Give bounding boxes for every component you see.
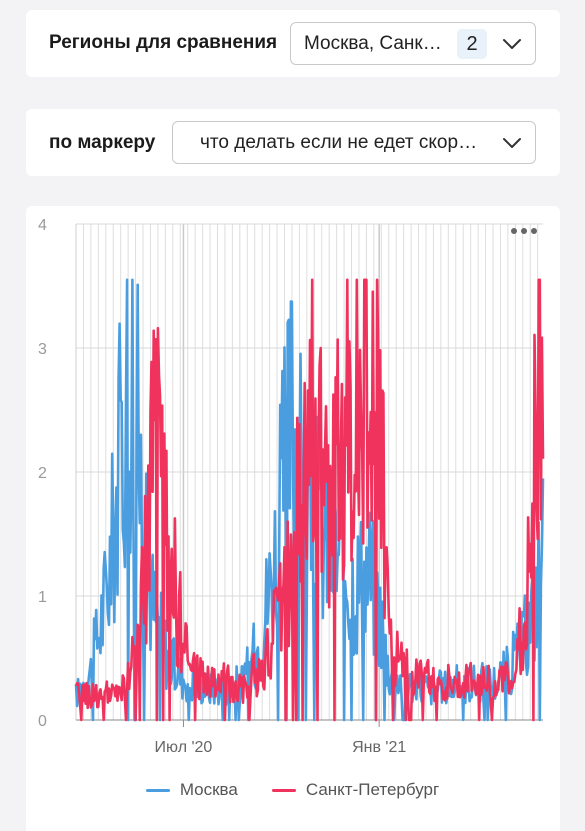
marker-label: по маркеру [49, 132, 156, 153]
legend-swatch-moscow [145, 788, 170, 792]
legend-item-spb[interactable]: Санкт-Петербург [271, 780, 440, 800]
legend-swatch-spb [271, 788, 296, 792]
marker-card: по маркеру что делать если не едет скор… [26, 109, 560, 176]
legend-label-moscow: Москва [179, 780, 238, 799]
legend-label-spb: Санкт-Петербург [305, 780, 440, 799]
more-dots-icon[interactable] [510, 226, 538, 236]
marker-select[interactable]: что делать если не едет скор… [172, 121, 536, 164]
chevron-down-icon [503, 138, 521, 148]
regions-count-badge: 2 [457, 29, 487, 59]
legend-item-moscow[interactable]: Москва [145, 780, 238, 800]
regions-select[interactable]: Москва, Санк… 2 [290, 22, 536, 65]
regions-card: Регионы для сравнения Москва, Санк… 2 [26, 10, 560, 77]
chart-legend: Москва Санкт-Петербург [0, 780, 585, 800]
regions-selected-value: Москва, Санк… [304, 33, 442, 54]
marker-selected-value: что делать если не едет скор… [200, 132, 478, 153]
chevron-down-icon [503, 39, 521, 49]
chart-card [26, 206, 560, 831]
regions-label: Регионы для сравнения [49, 32, 278, 53]
